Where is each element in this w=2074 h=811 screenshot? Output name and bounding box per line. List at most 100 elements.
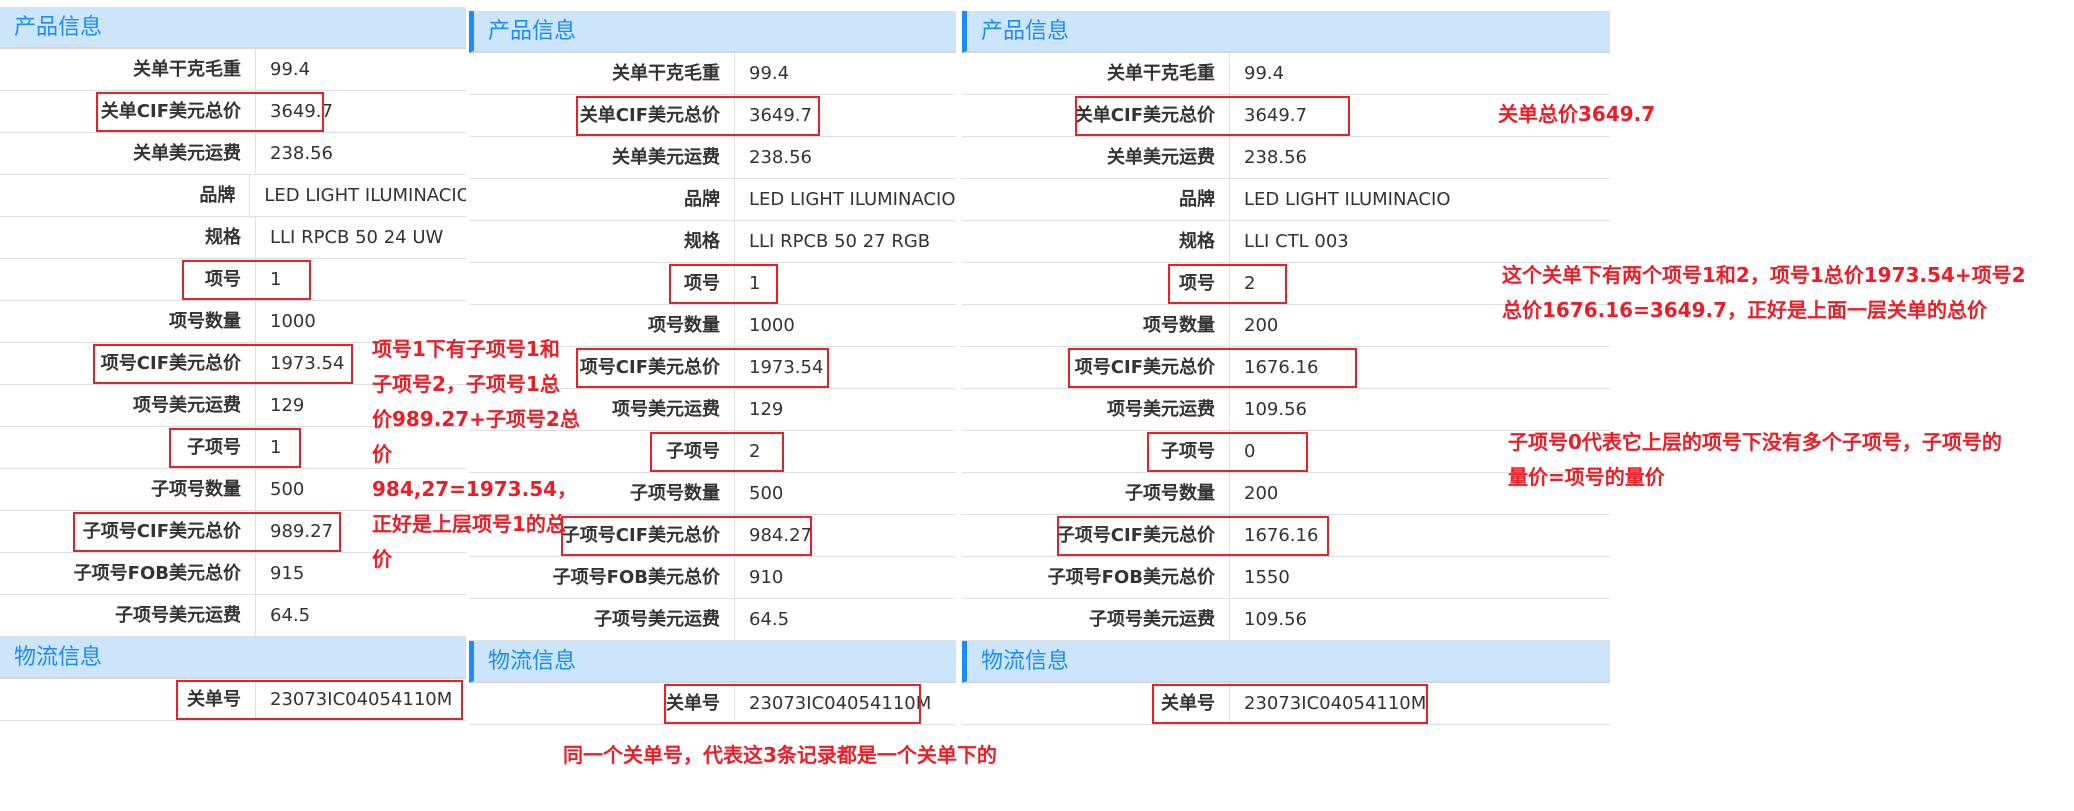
field-value: 99.4 — [270, 59, 311, 80]
field-value: 3649.7 — [1244, 105, 1307, 126]
field-row: 关单美元运费 238.56 — [0, 133, 466, 175]
field-label: 关单干克毛重 — [469, 53, 735, 94]
field-label: 项号美元运费 — [0, 385, 256, 426]
field-label: 项号美元运费 — [469, 389, 735, 430]
field-label: 项号CIF美元总价 — [0, 343, 256, 384]
field-row: 子项号数量 500 — [469, 473, 956, 515]
field-label: 子项号FOB美元总价 — [962, 557, 1230, 598]
field-label: 关单CIF美元总价 — [0, 91, 256, 132]
field-value: 200 — [1244, 483, 1279, 504]
field-label: 子项号CIF美元总价 — [0, 511, 256, 552]
field-label: 关单CIF美元总价 — [962, 95, 1230, 136]
annotation-line: 总价1676.16=3649.7，正好是上面一层关单的总价 — [1502, 298, 1988, 322]
logistics-info-header: 物流信息 — [962, 641, 1610, 683]
field-label: 关单美元运费 — [962, 137, 1230, 178]
field-value: LED LIGHT ILUMINACIO — [264, 185, 466, 206]
field-row: 项号数量 1000 — [469, 305, 956, 347]
field-label: 项号 — [0, 259, 256, 300]
spacer — [469, 4, 956, 11]
field-label: 子项号 — [0, 427, 256, 468]
field-row: 规格 LLI RPCB 50 24 UW — [0, 217, 466, 259]
logistics-info-header: 物流信息 — [0, 637, 466, 679]
field-value: 129 — [270, 395, 305, 416]
field-value: 1000 — [270, 311, 316, 332]
field-value: 1676.16 — [1244, 357, 1319, 378]
field-row: 子项号数量 200 — [962, 473, 1610, 515]
field-label: 关单号 — [469, 683, 735, 724]
field-row: 关单号 23073IC04054110M — [962, 683, 1610, 725]
field-value: 238.56 — [270, 143, 333, 164]
field-label: 关单美元运费 — [0, 133, 256, 174]
field-row: 规格 LLI RPCB 50 27 RGB — [469, 221, 956, 263]
field-label: 规格 — [0, 217, 256, 258]
field-label: 子项号 — [469, 431, 735, 472]
field-label: 项号CIF美元总价 — [962, 347, 1230, 388]
field-label: 关单号 — [0, 679, 256, 720]
field-label: 关单CIF美元总价 — [469, 95, 735, 136]
field-value: 500 — [270, 479, 305, 500]
field-value: 1 — [270, 269, 282, 290]
annotation-subitem-zero: 子项号0代表它上层的项号下没有多个子项号，子项号的 量价=项号的量价 — [1508, 425, 2002, 495]
field-value: 238.56 — [749, 147, 812, 168]
field-row: 规格 LLI CTL 003 — [962, 221, 1610, 263]
annotation-line: 正好是上层项号1的总 — [372, 512, 566, 536]
product-info-header: 产品信息 — [469, 11, 956, 53]
field-row: 子项号美元运费 109.56 — [962, 599, 1610, 641]
field-value: 984.27 — [749, 525, 812, 546]
annotation-line: 项号1下有子项号1和 — [372, 337, 560, 361]
field-row: 项号数量 1000 — [0, 301, 466, 343]
field-row: 子项号CIF美元总价 1676.16 — [962, 515, 1610, 557]
field-label: 规格 — [469, 221, 735, 262]
annotation-line: 价984,27=1973.54， — [372, 442, 578, 501]
field-label: 项号 — [962, 263, 1230, 304]
annotation-line: 子项号0代表它上层的项号下没有多个子项号，子项号的 — [1508, 430, 2002, 454]
field-label: 项号美元运费 — [962, 389, 1230, 430]
field-value: 23073IC04054110M — [749, 693, 932, 714]
field-value: 1973.54 — [270, 353, 345, 374]
field-value: 64.5 — [749, 609, 790, 630]
annotation-line: 价 — [372, 547, 392, 571]
field-value: 500 — [749, 483, 784, 504]
field-row: 品牌 LED LIGHT ILUMINACIO — [469, 179, 956, 221]
field-row: 关单干克毛重 99.4 — [469, 53, 956, 95]
product-info-header: 产品信息 — [0, 7, 466, 49]
field-value: 200 — [1244, 315, 1279, 336]
field-value: 129 — [749, 399, 784, 420]
field-row: 项号数量 200 — [962, 305, 1610, 347]
field-label: 子项号FOB美元总价 — [0, 553, 256, 594]
field-value: 64.5 — [270, 605, 311, 626]
field-label: 子项号CIF美元总价 — [962, 515, 1230, 556]
field-label: 关单美元运费 — [469, 137, 735, 178]
field-row: 关单干克毛重 99.4 — [0, 49, 466, 91]
field-row: 子项号美元运费 64.5 — [469, 599, 956, 641]
field-label: 品牌 — [0, 175, 251, 216]
field-value: 99.4 — [749, 63, 790, 84]
field-row: 子项号FOB美元总价 910 — [469, 557, 956, 599]
field-row: 关单号 23073IC04054110M — [0, 679, 466, 721]
field-value: 910 — [749, 567, 784, 588]
field-label: 项号数量 — [0, 301, 256, 342]
field-label: 品牌 — [962, 179, 1230, 220]
annotation-items: 这个关单下有两个项号1和2，项号1总价1973.54+项号2 总价1676.16… — [1502, 258, 2026, 328]
field-label: 关单干克毛重 — [0, 49, 256, 90]
field-row: 子项号FOB美元总价 1550 — [962, 557, 1610, 599]
field-row: 子项号FOB美元总价 915 — [0, 553, 466, 595]
field-row: 关单美元运费 238.56 — [469, 137, 956, 179]
field-row: 子项号数量 500 — [0, 469, 466, 511]
field-value: 2 — [749, 441, 761, 462]
field-label: 关单号 — [962, 683, 1230, 724]
field-row: 项号CIF美元总价 1676.16 — [962, 347, 1610, 389]
field-label: 项号数量 — [469, 305, 735, 346]
spacer — [0, 0, 466, 7]
field-row: 关单美元运费 238.56 — [962, 137, 1610, 179]
field-value: 23073IC04054110M — [270, 689, 453, 710]
field-label: 项号 — [469, 263, 735, 304]
annotation-total: 关单总价3649.7 — [1498, 102, 1656, 126]
field-label: 关单干克毛重 — [962, 53, 1230, 94]
field-label: 子项号数量 — [0, 469, 256, 510]
field-row: 关单CIF美元总价 3649.7 — [0, 91, 466, 133]
logistics-info-header: 物流信息 — [469, 641, 956, 683]
field-label: 子项号CIF美元总价 — [469, 515, 735, 556]
field-row: 关单号 23073IC04054110M — [469, 683, 956, 725]
field-value: 1973.54 — [749, 357, 824, 378]
